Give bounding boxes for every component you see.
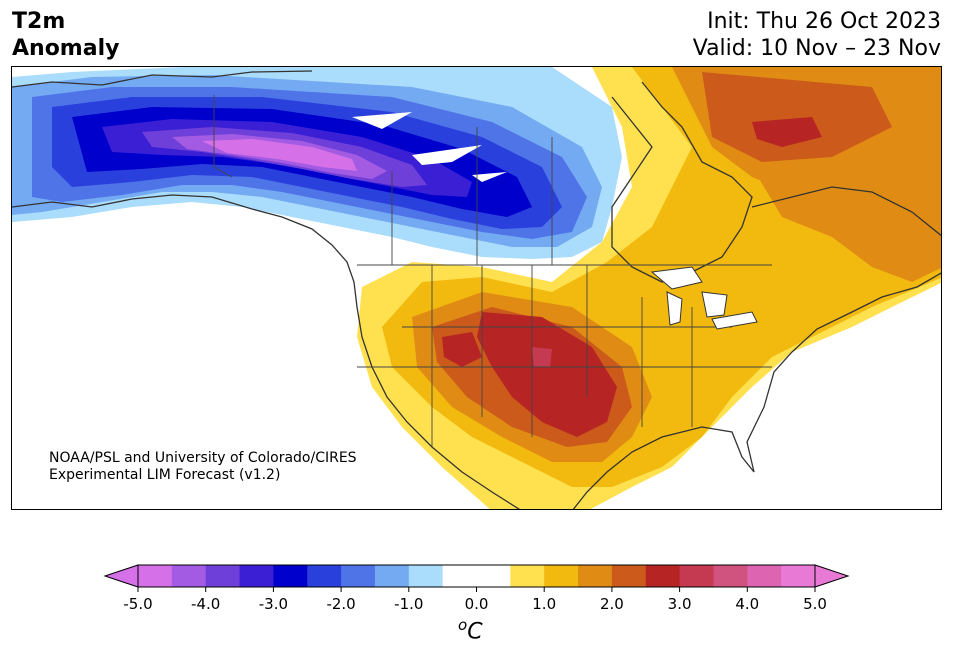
colorbar-segment (442, 565, 477, 587)
credit-text: NOAA/PSL and University of Colorado/CIRE… (49, 450, 357, 484)
colorbar-segment (273, 565, 308, 587)
colorbar-segment (578, 565, 613, 587)
credit-line-1: NOAA/PSL and University of Colorado/CIRE… (49, 450, 357, 466)
colorbar-tick-label: -4.0 (191, 595, 220, 613)
colorbar-segment (205, 565, 241, 587)
credit-line-2: Experimental LIM Forecast (v1.2) (49, 467, 281, 483)
colorbar-tick-label: 1.0 (532, 595, 556, 613)
colorbar-segment (374, 565, 410, 587)
colorbar-tick-label: 5.0 (803, 595, 827, 613)
colorbar-segment (510, 565, 545, 587)
colorbar-segment (476, 565, 511, 587)
colorbar-segment (679, 565, 714, 587)
title-line-1: T2m (12, 9, 66, 34)
init-date: Init: Thu 26 Oct 2023 (707, 9, 941, 34)
colorbar-segment (239, 565, 274, 587)
colorbar-segment (544, 565, 579, 587)
valid-period: Valid: 10 Nov – 23 Nov (692, 36, 941, 61)
colorbar: -5.0 -4.0 -3.0 -2.0 -1.0 0.0 1.0 2.0 3.0 4.0 5.0 (103, 564, 850, 613)
colorbar-segment (138, 565, 173, 587)
colorbar-tick-label: -3.0 (259, 595, 288, 613)
unit-label: oC (458, 616, 483, 644)
colorbar-segment (747, 565, 782, 587)
state-borders (213, 95, 772, 447)
colorbar-ticks: -5.0 -4.0 -3.0 -2.0 -1.0 0.0 1.0 2.0 3.0 4.0 5.0 (123, 587, 827, 613)
title-line-2: Anomaly (12, 36, 120, 61)
map-svg (12, 67, 941, 509)
colorbar-tick-label: 4.0 (735, 595, 759, 613)
colorbar-segments (138, 565, 816, 587)
colorbar-tick-label: 3.0 (668, 595, 692, 613)
colorbar-segment (307, 565, 342, 587)
forecast-dates: Init: Thu 26 Oct 2023 Valid: 10 Nov – 23… (693, 8, 941, 62)
anomaly-map (11, 66, 942, 510)
unit-degree: o (458, 616, 468, 634)
map-title: T2m Anomaly (12, 8, 119, 62)
colorbar-tick-label: 2.0 (600, 595, 624, 613)
colorbar-segment (408, 565, 444, 587)
unit-letter: C (467, 619, 483, 645)
colorbar-segment (341, 565, 376, 587)
colorbar-segment (171, 565, 207, 587)
colorbar-tick-label: -2.0 (326, 595, 355, 613)
great-lakes (650, 266, 758, 330)
colorbar-segment (713, 565, 748, 587)
colorbar-tick-label: -1.0 (394, 595, 423, 613)
colorbar-tick-label: -5.0 (123, 595, 152, 613)
colorbar-tick-label: 0.0 (465, 595, 489, 613)
colorbar-segment (645, 565, 681, 587)
cold-anomaly-layer (12, 67, 622, 259)
colorbar-segment (781, 565, 816, 587)
colorbar-segment (611, 565, 647, 587)
colorbar-left-extend (103, 564, 139, 588)
colorbar-right-extend (814, 564, 850, 588)
